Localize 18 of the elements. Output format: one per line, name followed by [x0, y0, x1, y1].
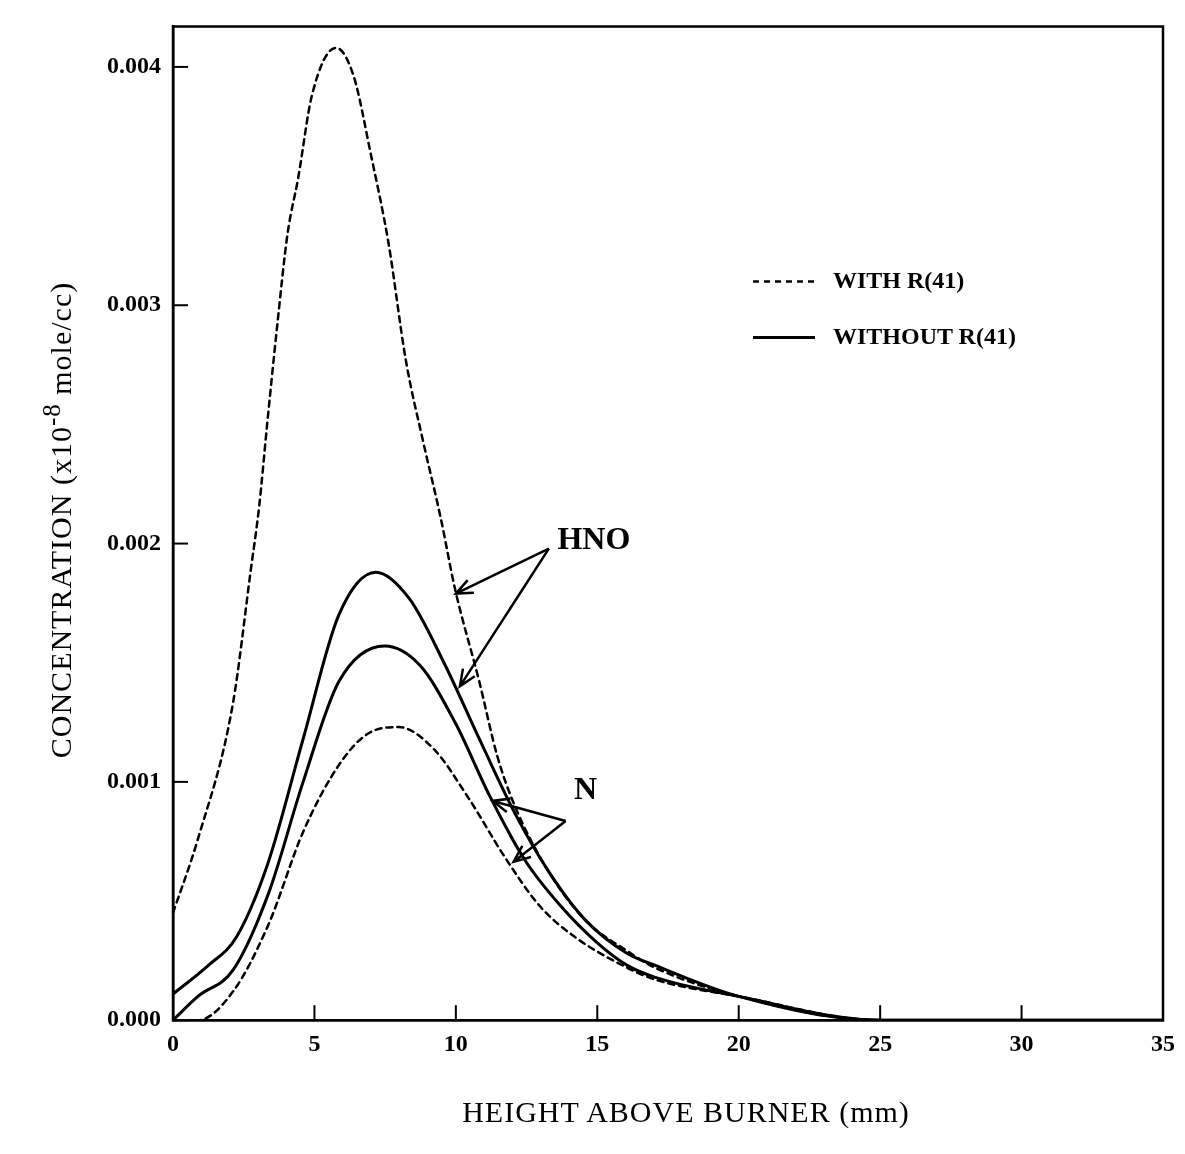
- annotation: HNO: [557, 519, 631, 556]
- y-tick-label: 0.000: [107, 1005, 161, 1032]
- x-tick-label: 0: [167, 1029, 179, 1056]
- y-tick-label: 0.004: [107, 52, 161, 79]
- x-tick-label: 20: [726, 1029, 751, 1056]
- x-tick-label: 10: [443, 1029, 468, 1056]
- annotation: N: [574, 770, 598, 807]
- x-axis-title: HEIGHT ABOVE BURNER (mm): [462, 1095, 910, 1129]
- x-tick-label: 30: [1009, 1029, 1034, 1056]
- x-tick-label: 5: [308, 1029, 321, 1056]
- x-tick-label: 35: [1151, 1029, 1175, 1056]
- legend-label: WITHOUT R(41): [833, 322, 1016, 349]
- legend-label: WITH R(41): [833, 266, 965, 293]
- x-tick-label: 25: [868, 1029, 893, 1056]
- y-tick-label: 0.003: [107, 290, 161, 317]
- y-tick-label: 0.002: [107, 528, 161, 555]
- y-tick-label: 0.001: [107, 767, 161, 794]
- x-tick-label: 15: [585, 1029, 610, 1056]
